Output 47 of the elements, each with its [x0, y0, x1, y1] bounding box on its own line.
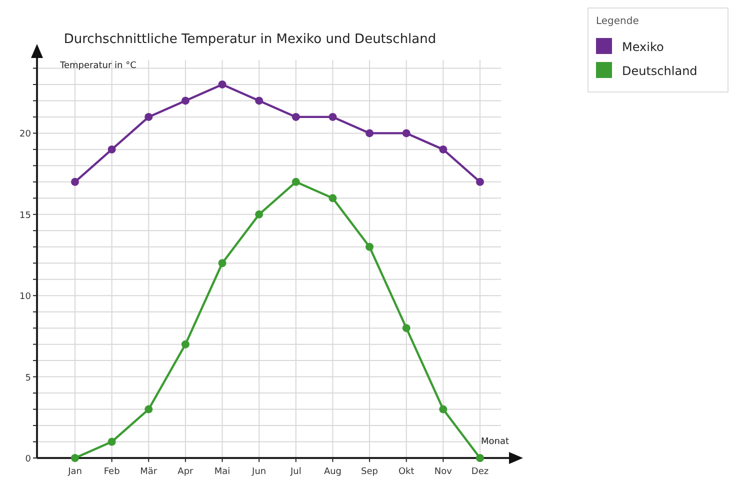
y-tick-label: 15 [20, 210, 31, 221]
point [181, 96, 190, 105]
x-tick-label: Feb [104, 467, 120, 477]
point [476, 178, 484, 186]
point [218, 259, 226, 268]
point [439, 405, 448, 414]
point [218, 80, 226, 88]
x-tick-label: Apr [178, 467, 194, 477]
legend-title: Legende [596, 16, 639, 27]
x-tick-label: Mai [214, 467, 230, 477]
x-tick-label: Jul [289, 467, 302, 477]
point [255, 96, 264, 105]
x-tick-label: Mär [140, 467, 158, 477]
y-tick-label: 0 [25, 454, 32, 464]
point [71, 178, 79, 186]
point [71, 454, 79, 462]
legend-label: Deutschland [622, 64, 698, 78]
point [144, 112, 153, 121]
point [476, 454, 484, 462]
point [292, 112, 300, 121]
legend-label: Mexiko [622, 40, 664, 54]
x-tick-label: Nov [434, 467, 453, 477]
x-tick-label: Jan [67, 467, 82, 477]
y-tick-label: 5 [25, 373, 31, 384]
point [144, 405, 153, 414]
chart-title: Durchschnittliche Temperatur in Mexiko und Deutschland [64, 32, 436, 47]
point [402, 129, 410, 138]
point [108, 145, 116, 154]
point [328, 194, 337, 202]
point [366, 242, 374, 251]
x-tick-label: Aug [324, 467, 342, 477]
point [402, 324, 410, 332]
y-tick-label: 20 [20, 130, 32, 140]
point [255, 210, 264, 218]
x-tick-label: Okt [398, 467, 415, 477]
y-tick-label: 10 [20, 292, 32, 302]
point [328, 112, 337, 121]
point [108, 438, 116, 446]
x-tick-label: Dez [471, 467, 489, 477]
point [292, 178, 300, 186]
point [181, 340, 190, 348]
x-axis-title: Monat [480, 437, 510, 447]
point [439, 145, 448, 154]
x-tick-label: Sep [361, 467, 378, 477]
x-tick-label: Jun [251, 467, 266, 477]
y-axis-title: Temperatur in °C [59, 61, 136, 71]
point [366, 129, 374, 138]
